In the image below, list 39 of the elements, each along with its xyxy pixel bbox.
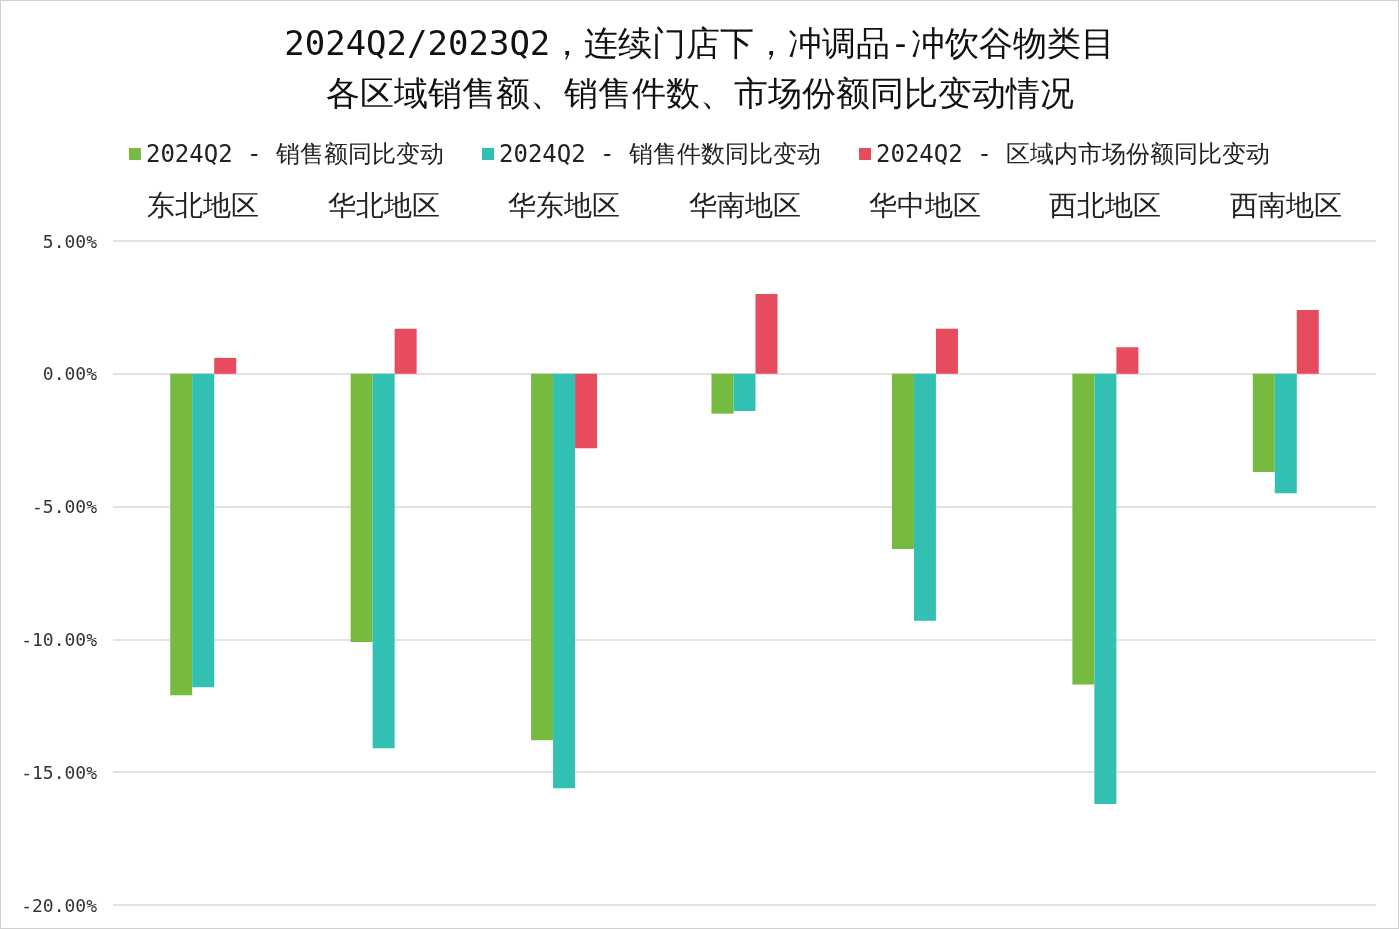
- bar: [755, 294, 778, 374]
- bar: [394, 328, 417, 374]
- x-tick-label: 华东地区: [508, 188, 621, 222]
- bar: [711, 373, 734, 414]
- bar: [192, 373, 215, 688]
- legend-label: 2024Q2 - 销售额同比变动: [145, 140, 444, 168]
- bar: [1252, 373, 1275, 473]
- chart-title: 2024Q2/2023Q2，连续门店下，冲调品-冲饮谷物类目: [284, 23, 1115, 63]
- bar: [935, 328, 958, 374]
- x-tick-label: 华南地区: [688, 188, 801, 222]
- bar: [531, 373, 554, 741]
- bar: [1296, 310, 1319, 374]
- bar: [1094, 373, 1117, 805]
- x-tick-label: 西北地区: [1049, 188, 1162, 222]
- x-tick-label: 华北地区: [327, 188, 440, 222]
- bar: [214, 357, 237, 374]
- bar: [891, 373, 914, 550]
- bar: [1274, 373, 1297, 494]
- bar: [1116, 347, 1139, 374]
- y-tick-label: -20.00%: [21, 894, 98, 916]
- chart-subtitle: 各区域销售额、销售件数、市场份额同比变动情况: [325, 73, 1074, 113]
- x-tick-label: 西南地区: [1229, 188, 1342, 222]
- x-tick-label: 华中地区: [868, 188, 981, 222]
- legend-label: 2024Q2 - 销售件数同比变动: [498, 140, 822, 168]
- bar: [372, 373, 395, 749]
- y-tick-label: -5.00%: [31, 496, 98, 518]
- bar: [170, 373, 193, 696]
- bar: [733, 373, 756, 411]
- y-tick-label: -15.00%: [21, 761, 98, 783]
- bar: [553, 373, 576, 789]
- bar: [913, 373, 936, 621]
- bar: [1072, 373, 1095, 685]
- x-tick-label: 东北地区: [147, 188, 260, 222]
- y-tick-label: 0.00%: [42, 363, 98, 385]
- legend-label: 2024Q2 - 区域内市场份额同比变动: [876, 140, 1271, 168]
- y-tick-label: -10.00%: [21, 628, 98, 650]
- y-tick-label: 5.00%: [42, 230, 98, 252]
- bar: [575, 373, 598, 449]
- bar: [350, 373, 373, 643]
